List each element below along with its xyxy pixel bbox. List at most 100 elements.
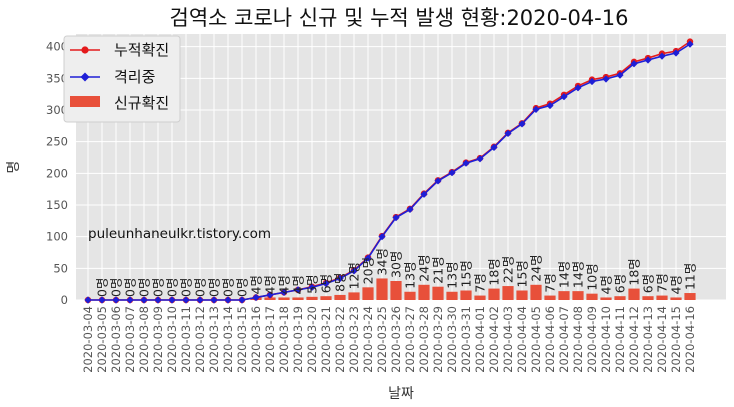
bar-new-cases [362, 287, 374, 300]
y-tick-label: 400 [46, 40, 68, 54]
point-isolated [504, 129, 512, 138]
watermark-text: puleunhaneulkr.tistory.com [88, 226, 271, 242]
bar-new-cases [320, 296, 332, 300]
data-label-new-cases: 4명 [669, 275, 684, 294]
data-label-new-cases: 6명 [319, 274, 334, 293]
bar-new-cases [446, 291, 458, 300]
x-tick-label: 2020-03-06 [109, 306, 123, 373]
data-label-new-cases: 0명 [221, 278, 236, 297]
x-tick-label: 2020-04-03 [501, 306, 515, 373]
point-isolated [490, 143, 498, 151]
bar-new-cases [670, 297, 682, 300]
x-tick-label: 2020-04-09 [585, 306, 599, 373]
point-isolated [462, 159, 470, 167]
point-isolated [476, 155, 484, 163]
bar-new-cases [572, 291, 584, 300]
data-label-new-cases: 0명 [109, 278, 124, 297]
x-tick-label: 2020-04-16 [683, 306, 697, 373]
y-tick-label: 200 [46, 166, 68, 180]
bar-new-cases [348, 292, 360, 300]
x-tick-label: 2020-03-11 [179, 306, 193, 373]
bar-new-cases [502, 286, 514, 300]
point-isolated [98, 296, 106, 304]
x-tick-label: 2020-03-31 [459, 306, 473, 373]
data-label-new-cases: 13명 [403, 261, 418, 288]
point-isolated [532, 105, 540, 113]
x-tick-label: 2020-03-23 [347, 306, 361, 373]
data-label-new-cases: 20명 [361, 257, 376, 284]
bar-new-cases [656, 295, 668, 300]
data-label-new-cases: 0명 [151, 278, 166, 297]
x-tick-label: 2020-04-14 [655, 306, 669, 373]
bar-new-cases [544, 295, 556, 300]
data-label-new-cases: 0명 [137, 278, 152, 297]
x-tick-label: 2020-03-04 [81, 306, 95, 373]
data-label-new-cases: 14명 [571, 261, 586, 288]
bar-new-cases [600, 297, 612, 300]
x-tick-label: 2020-03-26 [389, 306, 403, 373]
y-tick-label: 50 [53, 261, 68, 275]
point-isolated [602, 75, 610, 83]
legend-label-isolated: 격리중 [114, 68, 155, 86]
bar-new-cases [264, 297, 276, 300]
y-tick-label: 250 [46, 135, 68, 149]
point-isolated [644, 56, 652, 64]
y-axis-label: 명 [6, 161, 22, 174]
point-isolated [224, 296, 232, 304]
point-isolated [630, 60, 638, 68]
data-label-new-cases: 6명 [641, 274, 656, 293]
x-tick-label: 2020-03-13 [207, 306, 221, 373]
point-isolated [308, 283, 316, 291]
x-tick-label: 2020-03-05 [95, 306, 109, 373]
data-label-new-cases: 6명 [613, 274, 628, 293]
point-isolated [364, 254, 372, 262]
data-label-new-cases: 14명 [557, 261, 572, 288]
point-isolated [182, 296, 190, 304]
x-tick-label: 2020-03-10 [165, 306, 179, 373]
x-tick-label: 2020-03-07 [123, 306, 137, 373]
data-label-new-cases: 8명 [333, 272, 348, 291]
data-label-new-cases: 0명 [165, 278, 180, 297]
grid-lines [76, 34, 726, 301]
data-label-new-cases: 22명 [501, 256, 516, 283]
x-tick-label: 2020-04-10 [599, 306, 613, 373]
point-isolated [252, 293, 260, 302]
data-label-new-cases: 4명 [263, 275, 278, 294]
bar-series [250, 278, 696, 300]
x-tick-label: 2020-03-19 [291, 306, 305, 373]
x-axis-label: 날짜 [388, 386, 414, 402]
point-isolated [322, 279, 330, 288]
bar-new-cases [488, 288, 500, 300]
legend-label-cumulative: 누적확진 [114, 41, 169, 59]
point-isolated [546, 101, 554, 110]
bar-new-cases [292, 297, 304, 300]
x-tick-label: 2020-04-13 [641, 306, 655, 373]
data-label-new-cases: 18명 [487, 258, 502, 285]
y-axis-ticks: 0 50 100 150 200 250 300 350 400 [46, 40, 68, 307]
x-tick-label: 2020-03-30 [445, 306, 459, 373]
data-label-new-cases: 13명 [445, 261, 460, 288]
bar-new-cases [684, 293, 696, 300]
legend-marker-cumulative [81, 46, 89, 54]
data-label-new-cases: 7명 [473, 273, 488, 292]
data-label-new-cases: 0명 [193, 278, 208, 297]
point-isolated [294, 286, 302, 294]
x-tick-label: 2020-04-07 [557, 306, 571, 373]
bar-new-cases [530, 284, 542, 300]
point-isolated [574, 84, 582, 92]
data-label-new-cases: 18명 [627, 258, 642, 285]
bar-new-cases [586, 293, 598, 300]
data-label-new-cases: 24명 [417, 254, 432, 281]
point-isolated [616, 71, 624, 79]
bar-new-cases [404, 291, 416, 300]
x-tick-label: 2020-03-16 [249, 306, 263, 373]
bar-new-cases [432, 286, 444, 300]
point-isolated [378, 233, 386, 241]
bar-new-cases [390, 281, 402, 300]
point-isolated [84, 296, 92, 304]
bar-new-cases [558, 291, 570, 300]
data-label-new-cases: 7명 [655, 273, 670, 292]
bar-new-cases [460, 290, 472, 300]
data-label-new-cases: 0명 [123, 278, 138, 297]
